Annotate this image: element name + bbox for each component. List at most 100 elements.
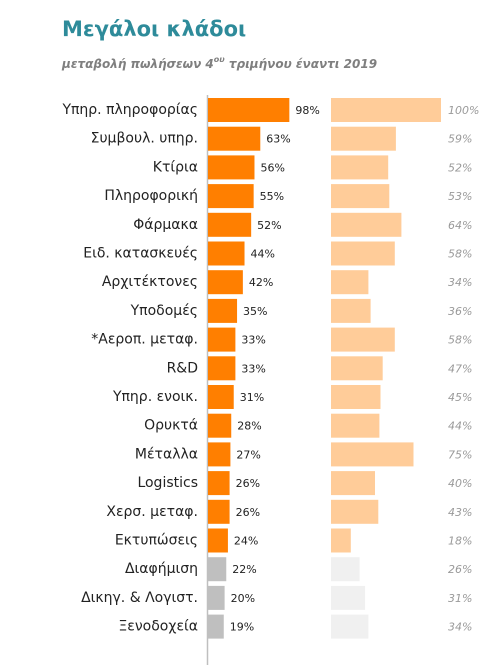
bar bbox=[208, 155, 255, 180]
bar bbox=[208, 98, 290, 122]
bar bbox=[208, 241, 245, 266]
value-label: 53% bbox=[448, 190, 472, 203]
bar bbox=[208, 528, 228, 553]
value-label: 19% bbox=[230, 621, 254, 634]
bar bbox=[208, 413, 232, 438]
value-label: 28% bbox=[237, 420, 261, 433]
value-label: 52% bbox=[257, 219, 281, 232]
value-label: 22% bbox=[232, 563, 256, 576]
value-label: 34% bbox=[448, 621, 472, 634]
value-label: 45% bbox=[448, 391, 472, 404]
value-label: 75% bbox=[448, 448, 472, 461]
value-label: 44% bbox=[251, 248, 275, 261]
value-label: 64% bbox=[448, 219, 472, 232]
bar bbox=[208, 385, 234, 409]
bar bbox=[331, 557, 360, 582]
category-label: Μέταλλα bbox=[135, 446, 198, 462]
category-label: Φάρμακα bbox=[133, 217, 198, 233]
category-label: *Αεροπ. μεταφ. bbox=[91, 332, 198, 348]
category-label: R&D bbox=[167, 360, 198, 376]
category-label: Χερσ. μεταφ. bbox=[106, 504, 198, 520]
value-label: 36% bbox=[448, 305, 472, 318]
bar bbox=[208, 442, 231, 467]
bar bbox=[331, 471, 375, 496]
bar bbox=[331, 270, 369, 295]
chart-subtitle: μεταβολή πωλήσεων 4ου τριμήνου έναντι 20… bbox=[61, 55, 377, 71]
category-label: Πληροφορική bbox=[104, 188, 198, 204]
bar bbox=[331, 155, 389, 180]
category-label: Εκτυπώσεις bbox=[115, 533, 198, 549]
bar bbox=[208, 184, 254, 209]
chart-title: Μεγάλοι κλάδοι bbox=[62, 17, 246, 41]
bar bbox=[208, 126, 261, 151]
value-label: 18% bbox=[448, 535, 472, 548]
value-label: 98% bbox=[295, 104, 319, 117]
bar bbox=[331, 327, 395, 352]
bar bbox=[208, 298, 238, 323]
bar bbox=[208, 614, 224, 639]
value-label: 40% bbox=[448, 477, 472, 490]
value-label: 27% bbox=[236, 448, 260, 461]
value-label: 43% bbox=[448, 506, 472, 519]
bar bbox=[331, 614, 369, 639]
bar bbox=[331, 442, 414, 467]
bar bbox=[208, 585, 225, 610]
bar bbox=[331, 98, 441, 122]
value-label: 56% bbox=[260, 161, 284, 174]
value-label: 24% bbox=[234, 535, 258, 548]
category-label: Αρχιτέκτονες bbox=[102, 274, 198, 290]
value-label: 59% bbox=[448, 133, 472, 146]
bar bbox=[331, 241, 395, 266]
bar bbox=[331, 126, 396, 151]
value-label: 31% bbox=[240, 391, 264, 404]
bar bbox=[331, 212, 402, 237]
value-label: 20% bbox=[231, 592, 255, 605]
value-label: 35% bbox=[243, 305, 267, 318]
bar bbox=[331, 184, 390, 209]
value-label: 42% bbox=[249, 276, 273, 289]
bar bbox=[331, 413, 380, 438]
bar bbox=[331, 356, 383, 381]
bar bbox=[208, 327, 236, 352]
bar bbox=[208, 499, 230, 524]
value-label: 34% bbox=[448, 276, 472, 289]
subtitle-text: μεταβολή πωλήσεων 4 bbox=[61, 57, 214, 71]
value-label: 44% bbox=[448, 420, 472, 433]
value-label: 31% bbox=[448, 592, 472, 605]
bar bbox=[331, 298, 371, 323]
value-label: 52% bbox=[448, 161, 472, 174]
category-label: Διαφήμιση bbox=[125, 561, 198, 577]
value-label: 47% bbox=[448, 362, 472, 375]
category-label: Ειδ. κατασκευές bbox=[83, 246, 198, 262]
subtitle-text: τριμήνου έναντι 2019 bbox=[225, 57, 377, 71]
category-label: Logistics bbox=[137, 475, 198, 491]
bar bbox=[331, 585, 366, 610]
value-label: 33% bbox=[241, 362, 265, 375]
category-label: Υποδομές bbox=[130, 303, 198, 319]
bar bbox=[208, 557, 227, 582]
category-label: Υπηρ. ενοικ. bbox=[112, 389, 198, 405]
category-label: Υπηρ. πληροφορίας bbox=[61, 102, 198, 118]
value-label: 63% bbox=[266, 133, 290, 146]
category-label: Ορυκτά bbox=[144, 418, 198, 434]
value-label: 55% bbox=[260, 190, 284, 203]
value-label: 58% bbox=[448, 334, 472, 347]
category-label: Κτίρια bbox=[153, 159, 198, 175]
subtitle-sup: ου bbox=[214, 55, 225, 64]
bar bbox=[208, 270, 243, 295]
value-label: 26% bbox=[448, 563, 472, 576]
value-label: 100% bbox=[448, 104, 479, 117]
value-label: 26% bbox=[236, 477, 260, 490]
category-label: Ξενοδοχεία bbox=[118, 619, 198, 635]
value-label: 26% bbox=[236, 506, 260, 519]
value-label: 33% bbox=[241, 334, 265, 347]
bar bbox=[208, 212, 252, 237]
value-label: 58% bbox=[448, 248, 472, 261]
bar bbox=[331, 528, 351, 553]
bar bbox=[331, 385, 381, 409]
bar bbox=[331, 499, 379, 524]
bar bbox=[208, 356, 236, 381]
category-label: Συμβουλ. υπηρ. bbox=[91, 131, 198, 147]
category-label: Δικηγ. & Λογιστ. bbox=[81, 590, 198, 606]
